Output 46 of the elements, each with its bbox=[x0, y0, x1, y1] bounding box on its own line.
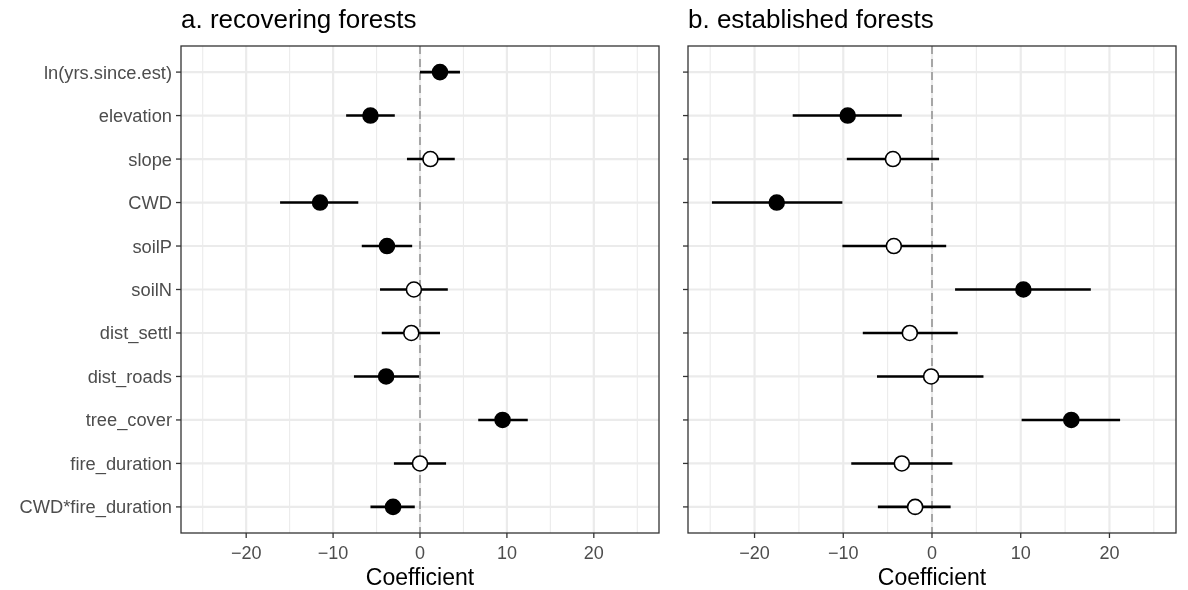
x-tick-label: 0 bbox=[926, 543, 938, 563]
point bbox=[839, 107, 857, 124]
x-axis-title: Coefficient bbox=[877, 564, 987, 590]
point bbox=[885, 237, 903, 255]
y-tick-label: CWD bbox=[128, 192, 172, 214]
point bbox=[311, 194, 329, 211]
point bbox=[1015, 281, 1032, 298]
x-tick-label: −20 bbox=[230, 543, 262, 563]
point bbox=[384, 498, 402, 516]
point bbox=[893, 455, 911, 472]
point bbox=[431, 63, 449, 81]
y-tick-label: CWD*fire_duration bbox=[19, 496, 172, 519]
point bbox=[884, 150, 902, 168]
x-tick-label: 10 bbox=[1010, 543, 1031, 563]
y-tick-label: slope bbox=[128, 148, 172, 170]
y-tick-label: soilP bbox=[132, 235, 172, 257]
point bbox=[362, 107, 379, 124]
point bbox=[922, 368, 940, 385]
point bbox=[422, 150, 439, 168]
y-tick-label: soilN bbox=[131, 279, 172, 300]
point bbox=[906, 498, 924, 516]
point bbox=[901, 324, 919, 342]
point bbox=[1063, 411, 1080, 429]
y-tick-label: ln(yrs.since.est) bbox=[44, 61, 172, 83]
point bbox=[403, 324, 420, 342]
x-tick-label: 20 bbox=[583, 543, 604, 563]
y-tick-label: fire_duration bbox=[70, 452, 172, 475]
x-tick-label: 20 bbox=[1099, 543, 1120, 563]
x-tick-label: 0 bbox=[414, 543, 426, 563]
y-tick-label: tree_cover bbox=[85, 409, 172, 432]
point bbox=[378, 237, 396, 255]
x-tick-label: 10 bbox=[496, 543, 517, 563]
chart-title: b. established forests bbox=[688, 4, 934, 34]
point bbox=[768, 194, 786, 211]
x-tick-label: −10 bbox=[317, 543, 349, 563]
x-tick-label: −10 bbox=[828, 543, 859, 563]
chart-title: a. recovering forests bbox=[181, 4, 417, 34]
point bbox=[377, 368, 395, 385]
y-tick-label: dist_settl bbox=[99, 322, 172, 345]
x-axis-title: Coefficient bbox=[365, 564, 475, 590]
y-tick-label: elevation bbox=[98, 105, 172, 127]
y-tick-label: dist_roads bbox=[87, 365, 172, 388]
point bbox=[405, 281, 423, 298]
point bbox=[411, 455, 429, 472]
x-tick-label: −20 bbox=[739, 543, 770, 563]
point bbox=[494, 411, 511, 429]
